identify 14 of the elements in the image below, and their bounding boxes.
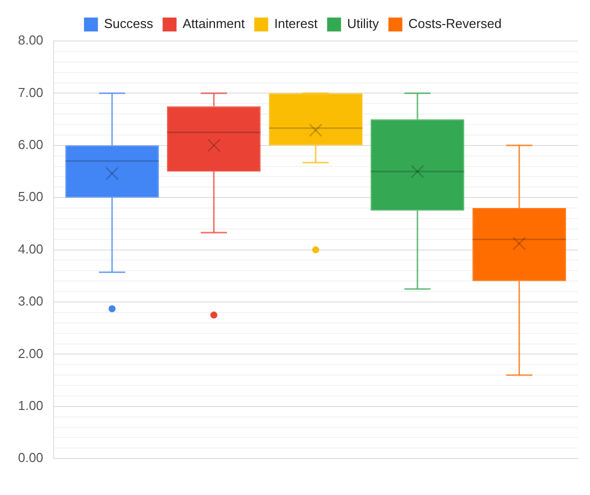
y-tick-label: 3.00 (18, 294, 44, 309)
y-tick-label: 1.00 (18, 398, 44, 413)
y-tick-label: 7.00 (18, 84, 44, 100)
y-tick-label: 5.00 (18, 189, 44, 204)
legend-label: Success (104, 16, 154, 32)
y-tick-label: 4.00 (18, 241, 44, 256)
y-tick-label: 0.00 (18, 450, 44, 466)
legend-label: Attainment (182, 16, 246, 32)
y-tick-label: 8.00 (18, 32, 44, 48)
legend-label: Costs-Reversed (408, 16, 502, 32)
y-tick-label: 6.00 (18, 136, 44, 152)
legend-label: Interest (274, 16, 318, 32)
y-tick-label: 2.00 (18, 346, 44, 361)
legend-label: Utility (347, 16, 380, 32)
